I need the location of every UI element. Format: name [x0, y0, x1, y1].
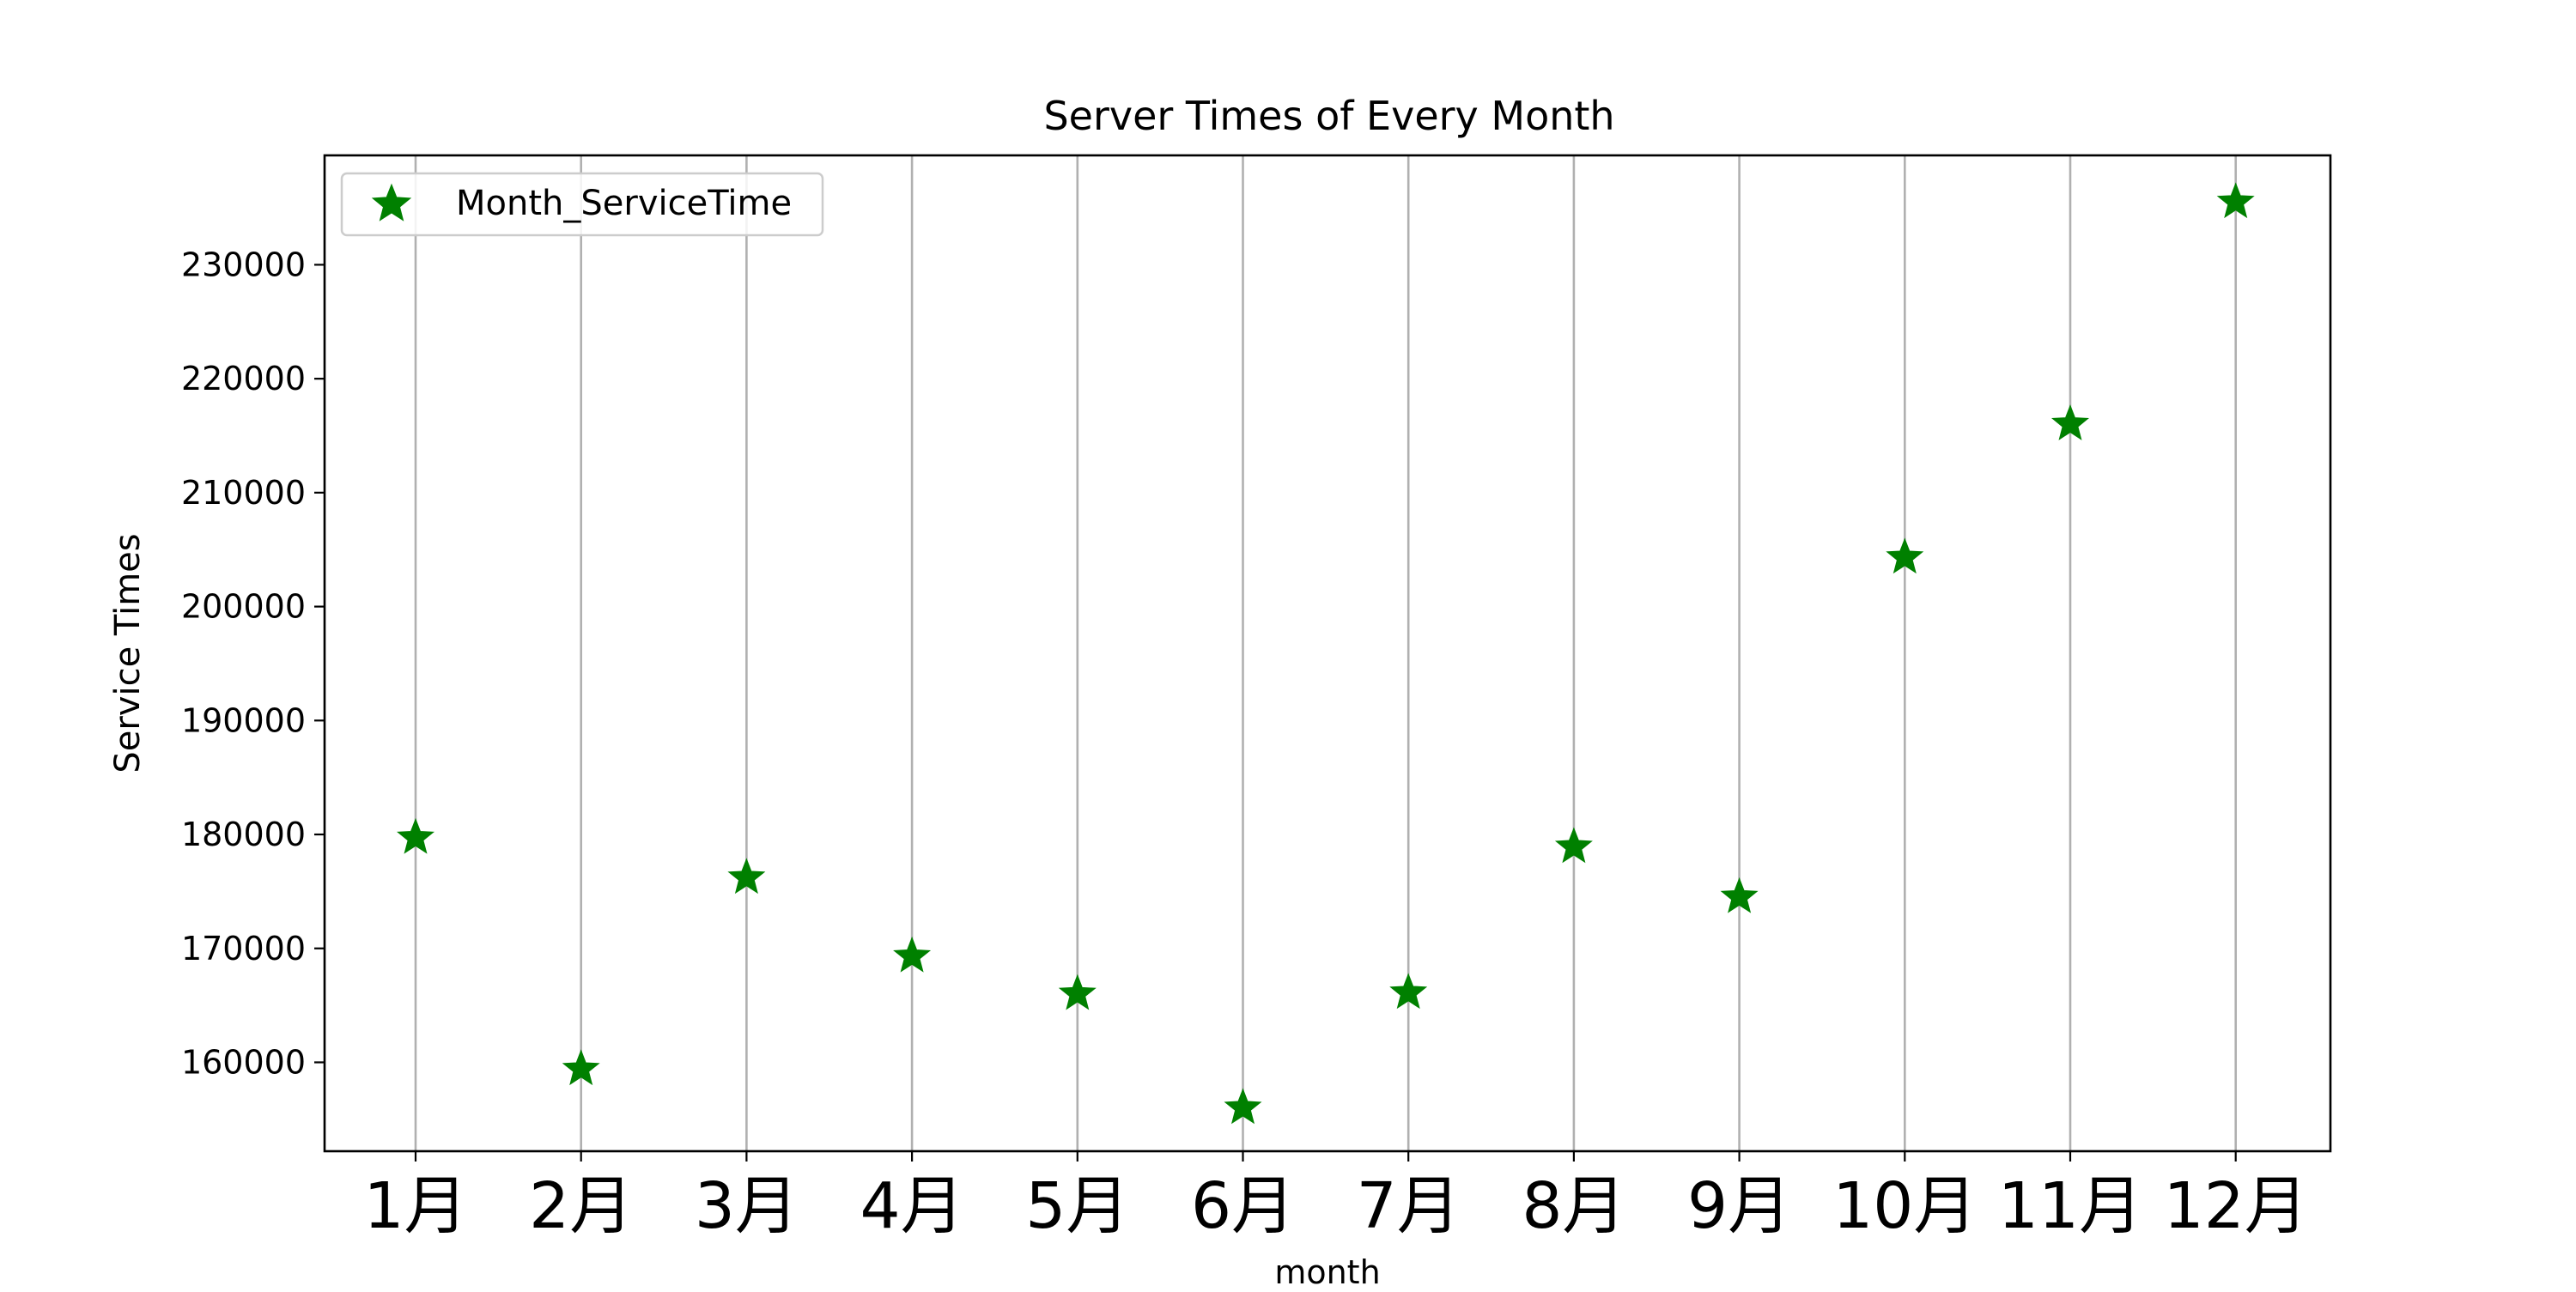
x-tick-label: 7月 — [1357, 1169, 1461, 1243]
y-tick-label: 180000 — [181, 816, 306, 853]
x-tick-label: 1月 — [363, 1169, 467, 1243]
x-tick-label: 6月 — [1191, 1169, 1295, 1243]
data-point-star — [1720, 876, 1759, 913]
data-point-star — [1058, 974, 1097, 1010]
data-point-star — [893, 936, 932, 973]
y-axis-ticks: 160000 170000 180000 190000 200000 210000 2200… — [181, 246, 325, 1081]
x-tick-label: 4月 — [860, 1169, 964, 1243]
data-point-star — [2051, 404, 2089, 440]
x-tick-label: 11月 — [1998, 1169, 2142, 1243]
chart-title: Server Times of Every Month — [1043, 93, 1614, 139]
grid-lines — [414, 155, 2237, 1151]
plot-area-frame — [323, 154, 2332, 1153]
data-point-star — [1389, 973, 1428, 1010]
x-tick-label: 5月 — [1025, 1169, 1129, 1243]
data-point-star — [2216, 182, 2255, 219]
legend-label: Month_ServiceTime — [456, 184, 792, 223]
data-point-star — [1886, 537, 1924, 574]
y-tick-label: 200000 — [181, 588, 306, 626]
y-tick-label: 170000 — [181, 930, 306, 967]
y-axis-label: Service Times — [108, 533, 148, 773]
legend: Month_ServiceTime — [340, 172, 824, 237]
y-tick-label: 190000 — [181, 701, 306, 739]
x-tick-label: 10月 — [1832, 1169, 1977, 1243]
y-tick-label: 220000 — [181, 360, 306, 397]
y-tick-label: 230000 — [181, 246, 306, 283]
x-tick-label: 9月 — [1687, 1169, 1791, 1243]
y-tick-label: 160000 — [181, 1043, 306, 1081]
x-axis-ticks: 1月 2月 3月 4月 5月 6月 7月 8月 9月 10月 11月 12月 — [363, 1151, 2308, 1243]
x-tick-label: 2月 — [529, 1169, 633, 1243]
legend-frame — [340, 172, 824, 237]
x-tick-label: 3月 — [695, 1169, 799, 1243]
data-point-star — [1224, 1088, 1262, 1125]
data-points — [397, 182, 2255, 1125]
legend-star-icon — [371, 183, 412, 221]
data-point-star — [1554, 827, 1593, 864]
data-point-star — [397, 817, 434, 854]
data-point-star — [562, 1049, 600, 1086]
y-tick-label: 210000 — [181, 474, 306, 512]
data-point-star — [727, 858, 766, 895]
x-axis-label: month — [1274, 1253, 1380, 1288]
x-tick-label: 8月 — [1522, 1169, 1625, 1243]
x-tick-label: 12月 — [2164, 1169, 2308, 1243]
